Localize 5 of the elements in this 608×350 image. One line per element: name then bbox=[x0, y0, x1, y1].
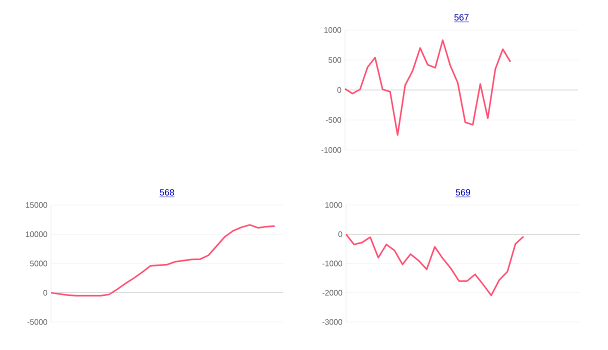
chart-title: 567 bbox=[454, 14, 469, 21]
chart-title: 568 bbox=[160, 189, 174, 196]
chart-title: 569 bbox=[456, 189, 470, 196]
line-series bbox=[345, 233, 524, 296]
line-series bbox=[344, 39, 512, 136]
